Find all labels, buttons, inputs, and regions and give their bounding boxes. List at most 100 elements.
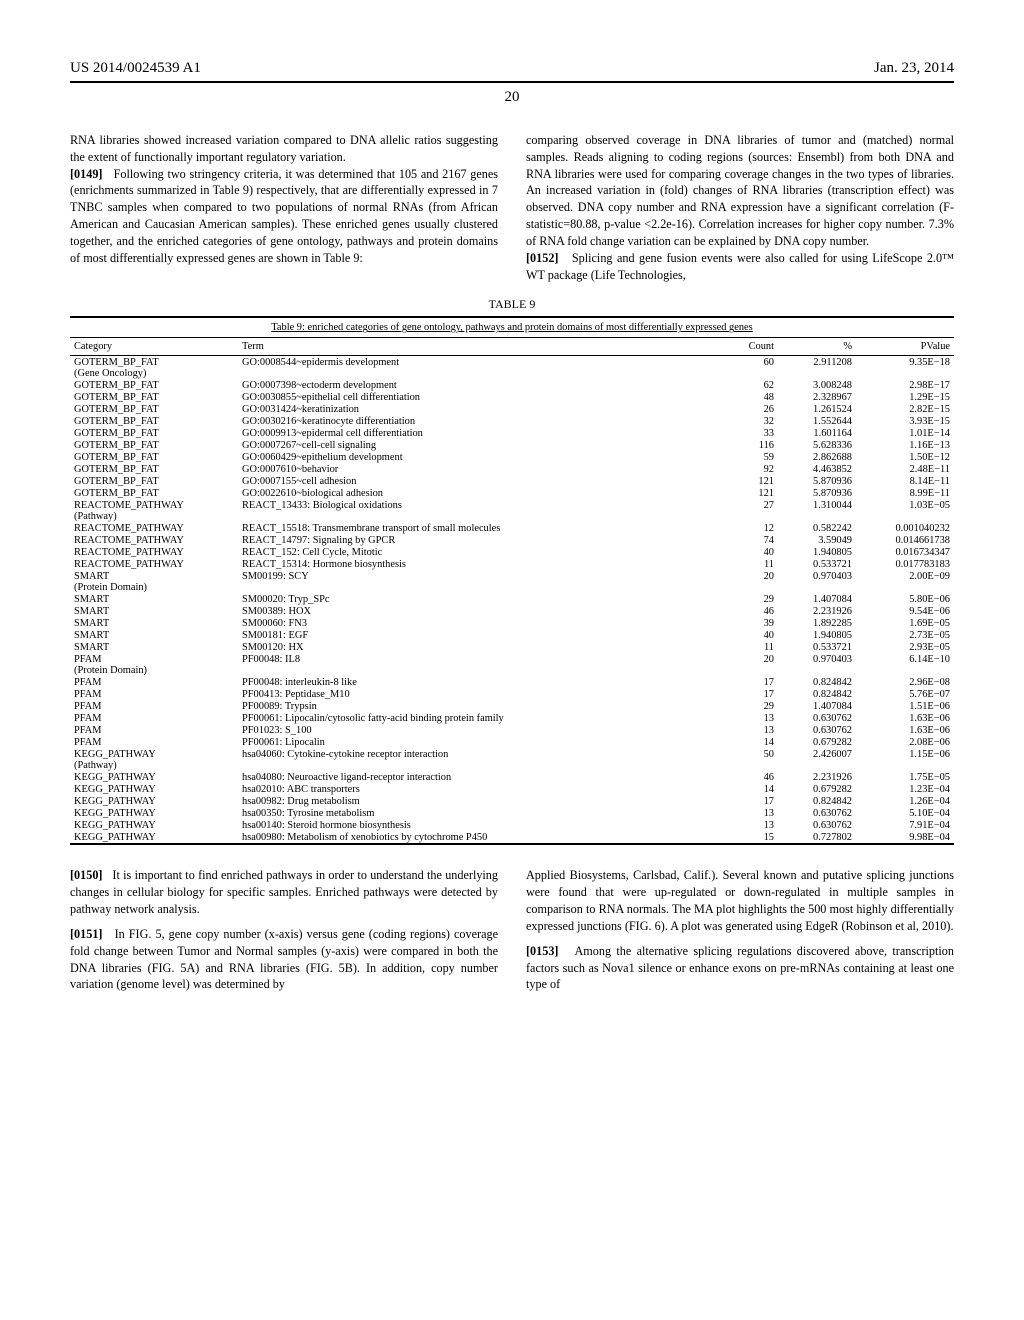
cell-percent: 5.628336	[778, 439, 856, 451]
cell-percent: 2.328967	[778, 391, 856, 403]
cell-count: 27	[720, 499, 778, 522]
cell-category: SMART	[70, 605, 238, 617]
publication-date: Jan. 23, 2014	[874, 60, 954, 77]
cell-count: 17	[720, 795, 778, 807]
cell-term: GO:0007610~behavior	[238, 463, 720, 475]
cell-pvalue: 3.93E−15	[856, 415, 954, 427]
bottom-right-column: Applied Biosystems, Carlsbad, Calif.). S…	[526, 867, 954, 993]
col-header-category: Category	[70, 338, 238, 356]
bottom-columns: [0150] It is important to find enriched …	[70, 867, 954, 993]
cell-pvalue: 1.15E−06	[856, 748, 954, 771]
cell-count: 12	[720, 522, 778, 534]
table-row: REACTOME_PATHWAY(Pathway)REACT_13433: Bi…	[70, 499, 954, 522]
cell-term: GO:0009913~epidermal cell differentiatio…	[238, 427, 720, 439]
cell-category: KEGG_PATHWAY	[70, 783, 238, 795]
cell-category: PFAM	[70, 688, 238, 700]
cell-category: REACTOME_PATHWAY	[70, 522, 238, 534]
cell-category: GOTERM_BP_FAT	[70, 439, 238, 451]
cell-percent: 0.970403	[778, 570, 856, 593]
cell-category: KEGG_PATHWAY	[70, 771, 238, 783]
table-inner: Table 9: enriched categories of gene ont…	[70, 316, 954, 845]
cell-count: 20	[720, 570, 778, 593]
cell-percent: 1.940805	[778, 629, 856, 641]
col-header-pvalue: PValue	[856, 338, 954, 356]
cell-percent: 2.231926	[778, 771, 856, 783]
cell-category: PFAM	[70, 736, 238, 748]
top-left-column: RNA libraries showed increased variation…	[70, 132, 498, 283]
cell-term: PF00061: Lipocalin/cytosolic fatty-acid …	[238, 712, 720, 724]
cell-category: GOTERM_BP_FAT	[70, 415, 238, 427]
table-row: PFAMPF00061: Lipocalin140.6792822.08E−06	[70, 736, 954, 748]
cell-term: GO:0008544~epidermis development	[238, 356, 720, 380]
cell-pvalue: 1.75E−05	[856, 771, 954, 783]
table-row: SMARTSM00120: HX110.5337212.93E−05	[70, 641, 954, 653]
paragraph-text: Splicing and gene fusion events were als…	[526, 251, 954, 282]
cell-category: SMART	[70, 617, 238, 629]
table-row: KEGG_PATHWAYhsa00350: Tyrosine metabolis…	[70, 807, 954, 819]
table-caption: TABLE 9	[70, 297, 954, 312]
cell-category: PFAM	[70, 700, 238, 712]
cell-pvalue: 2.48E−11	[856, 463, 954, 475]
cell-percent: 3.008248	[778, 379, 856, 391]
cell-pvalue: 0.016734347	[856, 546, 954, 558]
cell-percent: 1.892285	[778, 617, 856, 629]
cell-count: 14	[720, 783, 778, 795]
cell-pvalue: 5.76E−07	[856, 688, 954, 700]
cell-term: hsa00140: Steroid hormone biosynthesis	[238, 819, 720, 831]
cell-pvalue: 2.96E−08	[856, 676, 954, 688]
paragraph: [0153] Among the alternative splicing re…	[526, 943, 954, 993]
cell-percent: 0.824842	[778, 688, 856, 700]
cell-pvalue: 1.03E−05	[856, 499, 954, 522]
cell-category: GOTERM_BP_FAT	[70, 475, 238, 487]
cell-term: hsa00982: Drug metabolism	[238, 795, 720, 807]
cell-percent: 0.824842	[778, 676, 856, 688]
cell-percent: 0.582242	[778, 522, 856, 534]
cell-percent: 5.870936	[778, 475, 856, 487]
cell-term: GO:0007267~cell-cell signaling	[238, 439, 720, 451]
cell-percent: 1.407084	[778, 700, 856, 712]
cell-percent: 2.426007	[778, 748, 856, 771]
cell-pvalue: 1.69E−05	[856, 617, 954, 629]
cell-pvalue: 2.08E−06	[856, 736, 954, 748]
cell-pvalue: 1.63E−06	[856, 712, 954, 724]
cell-count: 60	[720, 356, 778, 380]
cell-count: 17	[720, 676, 778, 688]
table-row: GOTERM_BP_FATGO:0007155~cell adhesion121…	[70, 475, 954, 487]
cell-percent: 5.870936	[778, 487, 856, 499]
cell-pvalue: 1.01E−14	[856, 427, 954, 439]
cell-pvalue: 2.00E−09	[856, 570, 954, 593]
table-row: GOTERM_BP_FATGO:0009913~epidermal cell d…	[70, 427, 954, 439]
cell-pvalue: 9.98E−04	[856, 831, 954, 843]
table-row: GOTERM_BP_FATGO:0007398~ectoderm develop…	[70, 379, 954, 391]
cell-term: PF00413: Peptidase_M10	[238, 688, 720, 700]
table-row: REACTOME_PATHWAYREACT_14797: Signaling b…	[70, 534, 954, 546]
cell-term: hsa02010: ABC transporters	[238, 783, 720, 795]
cell-count: 13	[720, 724, 778, 736]
cell-count: 74	[720, 534, 778, 546]
cell-count: 29	[720, 593, 778, 605]
paragraph: [0150] It is important to find enriched …	[70, 867, 498, 917]
cell-term: PF00048: interleukin-8 like	[238, 676, 720, 688]
cell-pvalue: 8.99E−11	[856, 487, 954, 499]
cell-count: 40	[720, 629, 778, 641]
table-row: REACTOME_PATHWAYREACT_152: Cell Cycle, M…	[70, 546, 954, 558]
cell-term: hsa00980: Metabolism of xenobiotics by c…	[238, 831, 720, 843]
cell-percent: 1.601164	[778, 427, 856, 439]
cell-pvalue: 0.017783183	[856, 558, 954, 570]
paragraph-text: Following two stringency criteria, it wa…	[70, 167, 498, 265]
table-row: SMARTSM00060: FN3391.8922851.69E−05	[70, 617, 954, 629]
cell-pvalue: 1.50E−12	[856, 451, 954, 463]
table-row: GOTERM_BP_FATGO:0007267~cell-cell signal…	[70, 439, 954, 451]
cell-count: 92	[720, 463, 778, 475]
cell-percent: 1.552644	[778, 415, 856, 427]
cell-term: SM00199: SCY	[238, 570, 720, 593]
cell-count: 59	[720, 451, 778, 463]
cell-pvalue: 2.82E−15	[856, 403, 954, 415]
top-columns: RNA libraries showed increased variation…	[70, 132, 954, 283]
cell-category: PFAM(Protein Domain)	[70, 653, 238, 676]
table-row: REACTOME_PATHWAYREACT_15518: Transmembra…	[70, 522, 954, 534]
table-row: PFAM(Protein Domain)PF00048: IL8200.9704…	[70, 653, 954, 676]
paragraph-label: [0152]	[526, 251, 559, 265]
table-title: Table 9: enriched categories of gene ont…	[70, 318, 954, 337]
cell-term: SM00020: Tryp_SPc	[238, 593, 720, 605]
